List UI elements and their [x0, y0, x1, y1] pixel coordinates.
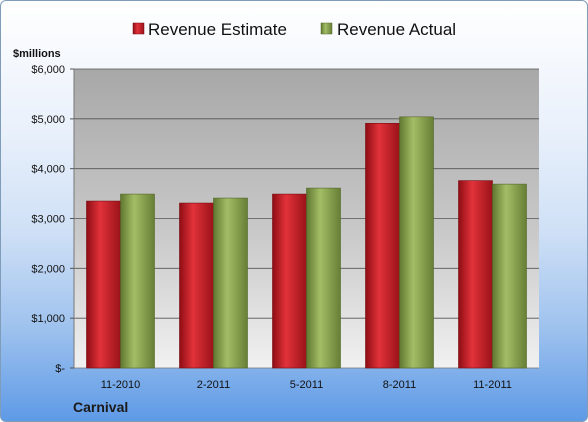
- bar-revenue-estimate: [272, 193, 307, 369]
- y-axis-ticks: $- $1,000 $2,000 $3,000 $4,000 $5,000 $6,000: [31, 64, 74, 375]
- bar-revenue-estimate: [365, 123, 400, 369]
- y-axis-unit-label: $millions: [13, 48, 61, 60]
- bar-revenue-actual: [399, 116, 434, 369]
- y-tick-label: $6,000: [31, 64, 65, 76]
- x-tick-label: 2-2011: [197, 379, 230, 391]
- bar-revenue-actual: [492, 183, 527, 369]
- x-tick-label: 11-2010: [101, 379, 141, 391]
- bars: [86, 116, 527, 369]
- y-tick-label: $5,000: [31, 114, 65, 126]
- y-tick-label: $1,000: [31, 313, 65, 325]
- x-tick-label: 8-2011: [383, 379, 416, 391]
- bar-revenue-actual: [213, 197, 248, 369]
- y-tick-label: $-: [55, 363, 65, 375]
- legend-label-actual: Revenue Actual: [337, 20, 456, 39]
- company-label: Carnival: [73, 399, 128, 415]
- y-tick-label: $4,000: [31, 164, 65, 176]
- bar-revenue-actual: [120, 193, 155, 369]
- bar-revenue-estimate: [179, 202, 214, 369]
- y-tick-label: $2,000: [31, 263, 65, 275]
- bar-revenue-estimate: [86, 200, 121, 369]
- bar-revenue-actual: [306, 187, 341, 369]
- x-tick-label: 5-2011: [290, 379, 323, 391]
- y-tick-label: $3,000: [31, 214, 65, 226]
- bar-revenue-estimate: [458, 180, 493, 369]
- x-tick-label: 11-2011: [473, 379, 512, 391]
- legend-swatch-actual: [320, 22, 333, 35]
- legend-swatch-estimate: [132, 22, 145, 35]
- x-axis-ticks: 11-2010 2-2011 5-2011 8-2011 11-2011: [101, 379, 512, 391]
- legend-label-estimate: Revenue Estimate: [148, 20, 287, 39]
